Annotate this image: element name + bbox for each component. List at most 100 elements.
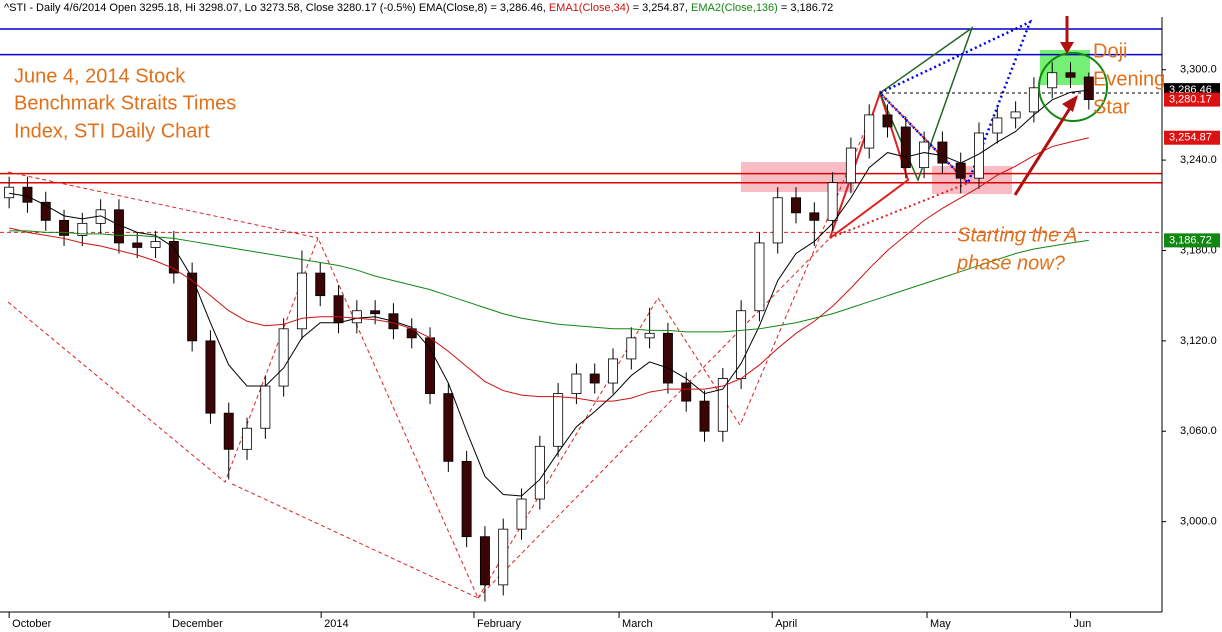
candle-body <box>296 272 307 330</box>
annotation: Starting the A phase now? <box>956 224 1077 274</box>
candle-body <box>498 528 509 586</box>
candle-body <box>425 337 436 394</box>
candle-body <box>150 241 161 248</box>
candle-body <box>40 201 51 221</box>
y-tick-label: 3,000.0 <box>1180 516 1217 528</box>
price-tag <box>1164 130 1220 145</box>
legend-entry: EMA1(Close,34) <box>549 2 630 14</box>
legend-entry: EMA(Close,8) <box>419 2 487 14</box>
candle-body <box>205 340 216 414</box>
x-tick-label: February <box>477 618 522 630</box>
candle-body <box>589 373 600 384</box>
candle-body <box>278 328 289 387</box>
candle-body <box>59 219 70 236</box>
x-tick-label: April <box>775 618 797 630</box>
arrow-head <box>1062 95 1078 112</box>
candle-body <box>608 358 618 384</box>
annotation-line: Star <box>1093 96 1130 118</box>
ema-line <box>9 137 1089 402</box>
candle-body <box>132 242 143 248</box>
candle-body <box>662 332 673 384</box>
candle-body <box>443 393 454 462</box>
candle-body <box>333 295 344 324</box>
pattern-line <box>879 26 974 183</box>
annotation: June 4, 2014 Stock Benchmark Straits Tim… <box>14 65 236 142</box>
candle-body <box>168 241 179 274</box>
candle-body <box>864 114 875 149</box>
candle-body <box>553 393 564 447</box>
x-tick-label: May <box>930 618 951 630</box>
candle-body <box>845 147 856 184</box>
candle-body <box>992 117 1003 134</box>
candle-body <box>681 382 692 402</box>
candle-body <box>900 126 911 169</box>
candle-body <box>827 182 838 221</box>
x-tick-label: October <box>12 618 51 630</box>
annotation-line: Benchmark Straits Times <box>14 92 236 114</box>
x-tick-label: Jun <box>1074 618 1092 630</box>
price-tag-label: 3,280.17 <box>1169 93 1212 105</box>
candle-body <box>77 222 88 236</box>
y-tick-label: 3,180.0 <box>1180 244 1217 256</box>
ema-line <box>9 230 1089 333</box>
arrow <box>1013 104 1074 196</box>
y-tick-label: 3,240.0 <box>1180 154 1217 166</box>
candle-body <box>717 378 728 432</box>
annotation-line: Index, STI Daily Chart <box>14 120 210 142</box>
candle-body <box>571 373 582 394</box>
annotation-line: Starting the A <box>957 224 1077 246</box>
pattern-line <box>477 94 881 599</box>
candle-body <box>1083 76 1094 100</box>
candle-body <box>351 310 362 324</box>
candle-body <box>315 272 326 297</box>
candle-body <box>626 337 637 360</box>
header-value: = 3,186.72 <box>778 2 833 14</box>
y-tick-label: 3,120.0 <box>1180 335 1217 347</box>
candle-body <box>22 186 33 203</box>
candle-body <box>919 141 930 169</box>
candle-body <box>4 186 15 199</box>
candle-body <box>644 332 655 339</box>
candle-body <box>516 498 527 530</box>
annotation-line: June 4, 2014 Stock <box>14 65 186 87</box>
price-tag <box>1164 233 1220 248</box>
annotation: Doji Evening Star <box>1093 40 1165 118</box>
price-tag-label: 3,186.72 <box>1169 234 1212 246</box>
candle-body <box>1065 72 1076 78</box>
candle-body <box>260 385 271 429</box>
candle-body <box>882 114 893 128</box>
candle-body <box>370 310 381 315</box>
highlight-circle <box>1038 52 1108 122</box>
legend-entry: EMA2(Close,136) <box>691 2 778 14</box>
candle-body <box>791 197 801 214</box>
pattern-line <box>7 171 319 239</box>
header: ^STI - Daily 4/6/2014 Open 3295.18, Hi 3… <box>4 2 833 14</box>
candle-body <box>754 242 765 312</box>
x-tick-label: December <box>172 618 223 630</box>
candle-body <box>479 536 490 586</box>
arrow-head <box>1060 42 1074 54</box>
x-tick-label: 2014 <box>324 618 348 630</box>
candle-body <box>242 427 253 450</box>
candle-body <box>1010 111 1021 119</box>
annotation-line: Doji <box>1093 40 1127 62</box>
candle-body <box>772 197 783 244</box>
candle-body <box>955 162 966 179</box>
annotation-line: Evening <box>1093 68 1165 90</box>
candle-body <box>223 412 234 450</box>
price-tag-label: 3,254.87 <box>1169 132 1212 144</box>
candle-body <box>1028 87 1039 113</box>
pattern-green <box>879 26 974 183</box>
header-value: = 3,254.87, <box>630 2 688 14</box>
pattern-line <box>879 92 969 184</box>
candle-body <box>534 445 545 500</box>
pattern-lines <box>7 94 881 600</box>
candle-body <box>809 212 820 221</box>
header-prefix: ^STI - Daily 4/6/2014 Open 3295.18, Hi 3… <box>4 2 416 14</box>
candle-body <box>1047 72 1058 89</box>
price-tag <box>1164 92 1220 107</box>
candle-body <box>461 460 472 538</box>
x-tick-label: March <box>622 618 653 630</box>
